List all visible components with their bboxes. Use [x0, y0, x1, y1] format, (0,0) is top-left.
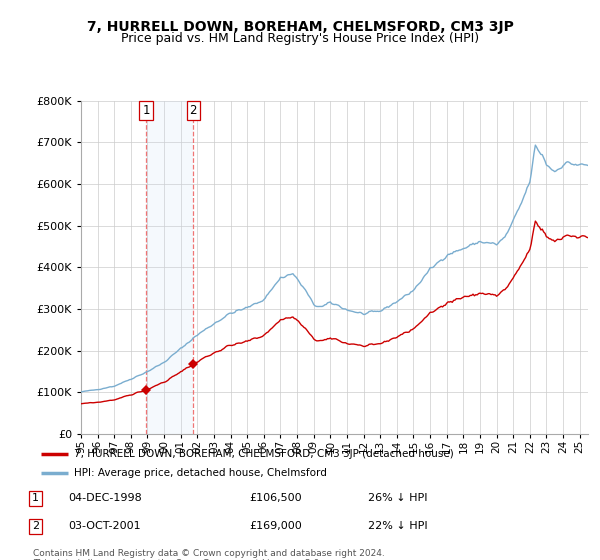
Text: 7, HURRELL DOWN, BOREHAM, CHELMSFORD, CM3 3JP: 7, HURRELL DOWN, BOREHAM, CHELMSFORD, CM…: [86, 20, 514, 34]
Text: 26% ↓ HPI: 26% ↓ HPI: [368, 493, 427, 503]
Text: 2: 2: [32, 521, 39, 531]
Text: 03-OCT-2001: 03-OCT-2001: [68, 521, 141, 531]
Text: 2: 2: [190, 104, 197, 116]
Text: £106,500: £106,500: [249, 493, 302, 503]
Text: Contains HM Land Registry data © Crown copyright and database right 2024.
This d: Contains HM Land Registry data © Crown c…: [33, 549, 385, 560]
Text: 1: 1: [142, 104, 150, 116]
Bar: [146, 101, 193, 434]
Text: 04-DEC-1998: 04-DEC-1998: [68, 493, 142, 503]
Text: HPI: Average price, detached house, Chelmsford: HPI: Average price, detached house, Chel…: [74, 468, 326, 478]
Text: 22% ↓ HPI: 22% ↓ HPI: [368, 521, 427, 531]
Text: Price paid vs. HM Land Registry's House Price Index (HPI): Price paid vs. HM Land Registry's House …: [121, 32, 479, 45]
Text: 1: 1: [32, 493, 39, 503]
Text: 7, HURRELL DOWN, BOREHAM, CHELMSFORD, CM3 3JP (detached house): 7, HURRELL DOWN, BOREHAM, CHELMSFORD, CM…: [74, 449, 453, 459]
Text: £169,000: £169,000: [249, 521, 302, 531]
